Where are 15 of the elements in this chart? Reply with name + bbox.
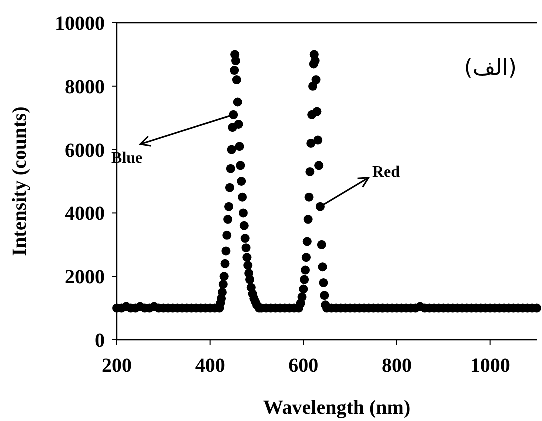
x-tick-label: 1000 [470,355,510,377]
y-tick-label: 6000 [65,140,105,162]
x-tick-label: 200 [102,355,132,377]
annotation: (الف) [464,56,517,81]
y-axis-title: Intensity (counts) [9,106,31,256]
y-tick-label: 2000 [65,266,105,289]
x-tick-label: 800 [382,355,412,377]
x-tick-label: 600 [288,355,319,377]
y-tick-label: 4000 [65,203,105,226]
x-tick-label: 400 [195,355,226,377]
y-tick-label: 8000 [65,76,105,98]
annotation: Red [372,164,400,181]
y-tick-label: 10000 [55,13,105,35]
y-tick-label: 0 [95,330,105,352]
x-axis-title: Wavelength (nm) [263,397,411,419]
